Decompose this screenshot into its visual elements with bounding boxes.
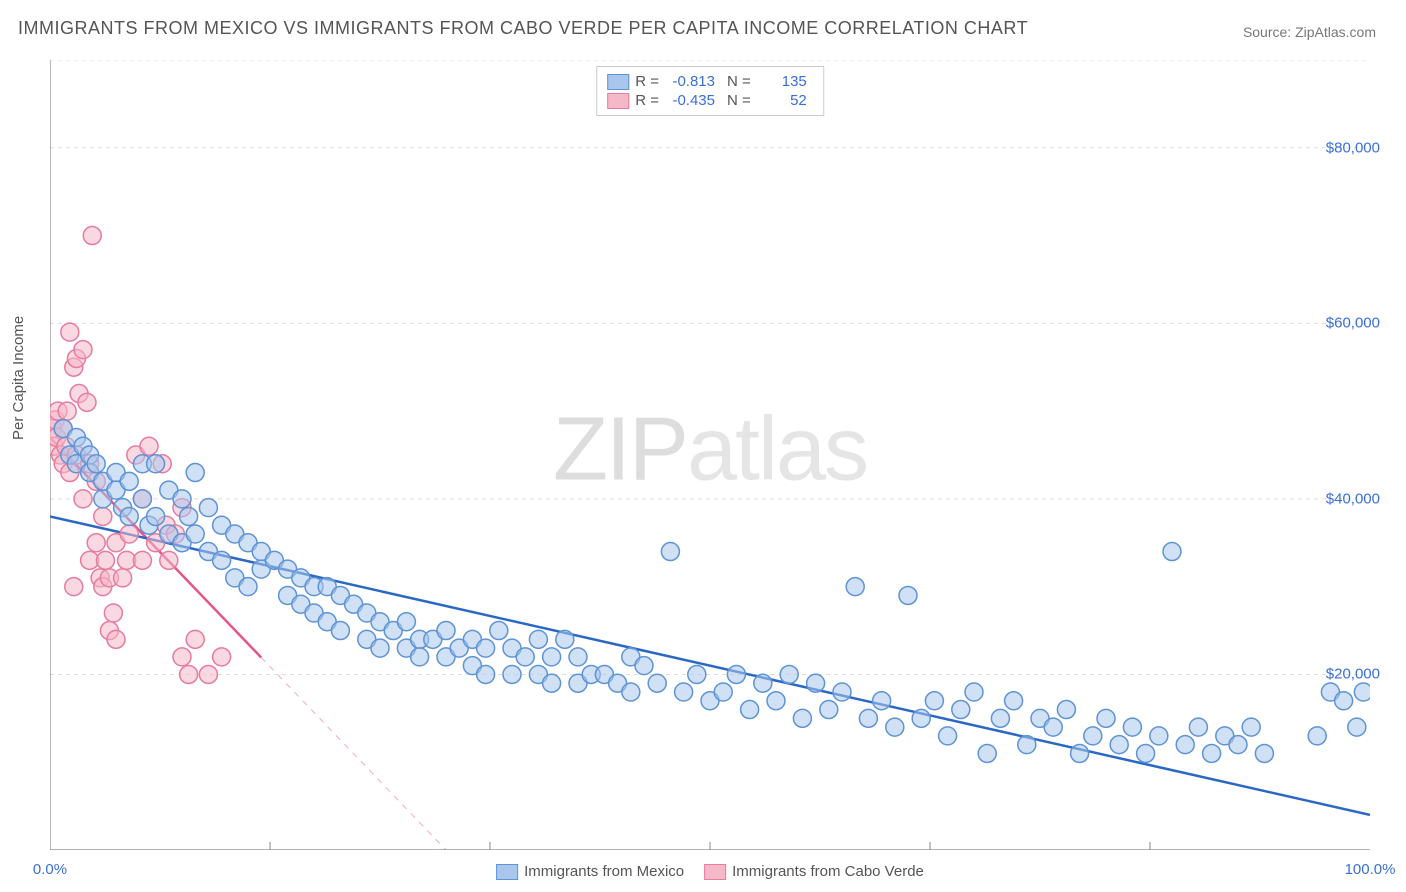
y-tick-label: $60,000 xyxy=(1326,315,1380,332)
legend-swatch xyxy=(607,74,629,90)
y-tick-label: $80,000 xyxy=(1326,139,1380,156)
legend-swatch xyxy=(607,93,629,109)
x-tick-label: 100.0% xyxy=(1345,861,1396,878)
legend-n-label: N = xyxy=(727,73,751,90)
y-tick-label: $20,000 xyxy=(1326,666,1380,683)
legend-row-mexico: R = -0.813 N = 135 xyxy=(607,73,813,90)
legend-swatch xyxy=(704,864,726,880)
y-axis-label: Per Capita Income xyxy=(10,316,27,440)
correlation-legend: R = -0.813 N = 135 R = -0.435 N = 52 xyxy=(596,66,824,116)
legend-n-value: 135 xyxy=(757,73,807,90)
series-legend: Immigrants from Mexico Immigrants from Ca… xyxy=(496,863,924,880)
source-label: Source: ZipAtlas.com xyxy=(1243,24,1376,40)
chart-plot-area: ZIPatlas R =-0.813N =135R =-0.435N =52 I… xyxy=(50,60,1370,850)
legend-r-label: R = xyxy=(635,73,659,90)
legend-label: Immigrants from Mexico xyxy=(524,863,684,880)
series-legend-item: Immigrants from Cabo Verde xyxy=(704,863,924,880)
legend-r-value: -0.435 xyxy=(665,92,715,109)
legend-r-value: -0.813 xyxy=(665,73,715,90)
x-tick-label: 0.0% xyxy=(33,861,67,878)
chart-title: IMMIGRANTS FROM MEXICO VS IMMIGRANTS FRO… xyxy=(18,18,1028,39)
legend-n-value: 52 xyxy=(757,92,807,109)
legend-r-label: R = xyxy=(635,92,659,109)
chart-svg xyxy=(50,60,1370,850)
series-legend-item: Immigrants from Mexico xyxy=(496,863,684,880)
legend-row-cabo_verde: R = -0.435 N = 52 xyxy=(607,92,813,109)
legend-n-label: N = xyxy=(727,92,751,109)
legend-label: Immigrants from Cabo Verde xyxy=(732,863,924,880)
legend-swatch xyxy=(496,864,518,880)
y-tick-label: $40,000 xyxy=(1326,490,1380,507)
